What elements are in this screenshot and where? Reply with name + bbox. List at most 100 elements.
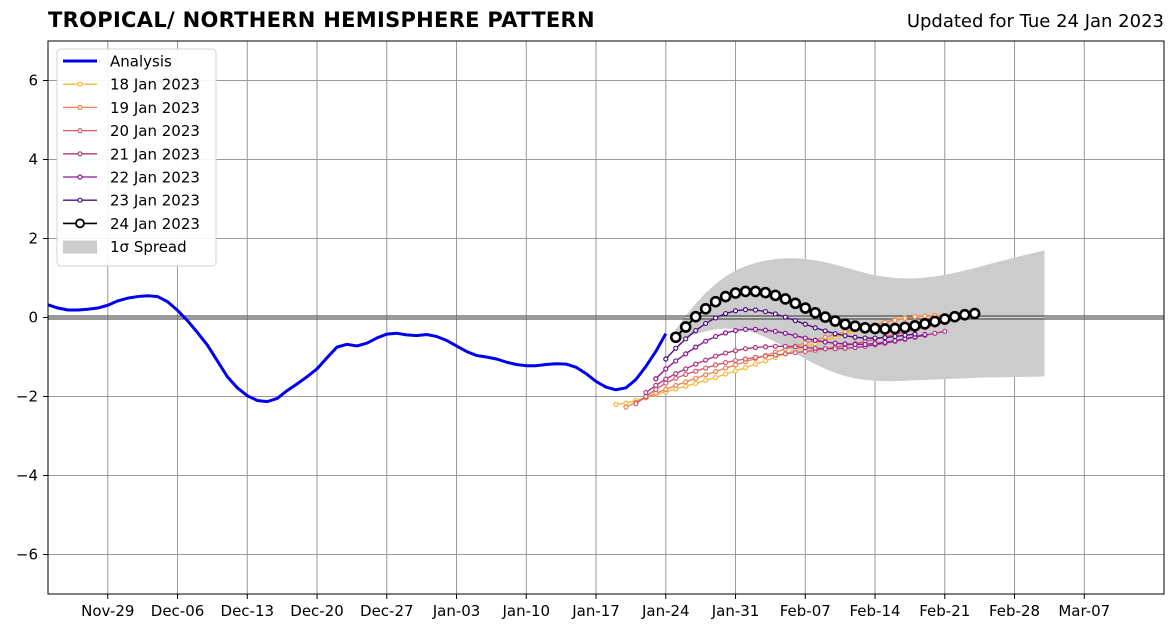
- forecast-point: [762, 353, 769, 359]
- forecast-point: [713, 369, 719, 375]
- forecast-point: [782, 314, 788, 320]
- forecast-point: [683, 366, 689, 372]
- forecast-point: [683, 351, 689, 357]
- forecast-point: [673, 370, 679, 377]
- forecast-point: [663, 376, 669, 382]
- legend-entry: 22 Jan 2023: [63, 169, 200, 187]
- forecast-point: [742, 307, 749, 313]
- forecast-point: [623, 404, 629, 410]
- y-tick-label: −4: [16, 467, 38, 485]
- forecast-point: [912, 331, 918, 337]
- forecast-point: [752, 344, 759, 351]
- forecast-point: [742, 365, 749, 371]
- forecast-point: [819, 311, 832, 323]
- forecast-line: [655, 328, 926, 380]
- forecast-point: [832, 340, 838, 346]
- x-tick-label: Jan-03: [432, 602, 481, 620]
- forecast-point: [772, 311, 778, 317]
- forecast-point: [772, 352, 778, 358]
- forecast-series: [663, 307, 918, 362]
- legend-label: 18 Jan 2023: [110, 76, 200, 94]
- forecast-point: [663, 386, 669, 392]
- forecast-point: [948, 310, 961, 323]
- forecast-point: [889, 322, 901, 335]
- forecast-point: [673, 358, 679, 364]
- forecast-point: [703, 338, 709, 344]
- forecast-point: [722, 365, 729, 371]
- forecast-point: [812, 345, 818, 351]
- forecast-point: [693, 380, 699, 387]
- forecast-point: [683, 379, 689, 385]
- forecast-point: [742, 346, 749, 352]
- forecast-point: [779, 293, 792, 305]
- forecast-point: [703, 377, 709, 383]
- forecast-point: [722, 310, 729, 317]
- x-tick-label: Nov-29: [81, 602, 134, 620]
- forecast-point: [693, 368, 699, 374]
- forecast-point: [822, 346, 828, 352]
- legend-marker: [77, 104, 83, 111]
- legend-label: 1σ Spread: [110, 238, 187, 256]
- forecast-point: [719, 290, 732, 303]
- legend-label: 23 Jan 2023: [110, 192, 200, 210]
- x-tick-label: Dec-27: [360, 602, 414, 620]
- forecast-point: [822, 334, 828, 340]
- forecast-point: [643, 389, 649, 396]
- forecast-point: [709, 295, 722, 308]
- forecast-point: [932, 330, 938, 336]
- series: [47, 285, 981, 410]
- forecast-point: [762, 358, 769, 364]
- forecast-point: [772, 328, 778, 334]
- forecast-point: [693, 327, 699, 334]
- forecast-point: [802, 344, 808, 351]
- legend-swatch: [63, 240, 97, 254]
- x-tick-label: Jan-17: [571, 602, 620, 620]
- x-tick-label: Feb-21: [919, 602, 970, 620]
- forecast-point: [782, 330, 788, 336]
- forecast-point: [862, 335, 868, 341]
- forecast-point: [722, 359, 729, 366]
- legend-label: 19 Jan 2023: [110, 99, 200, 117]
- forecast-point: [713, 315, 719, 321]
- forecast-point: [699, 303, 712, 315]
- forecast-point: [782, 351, 788, 357]
- forecast-point: [879, 323, 891, 335]
- forecast-point: [919, 318, 931, 330]
- forecast-point: [732, 362, 739, 368]
- forecast-point: [732, 327, 739, 334]
- forecast-point: [849, 320, 861, 332]
- forecast-point: [633, 401, 639, 407]
- forecast-point: [762, 327, 769, 333]
- forecast-point: [752, 354, 759, 360]
- forecast-point: [842, 345, 848, 351]
- legend-entry: 21 Jan 2023: [63, 145, 200, 163]
- forecast-point: [792, 350, 798, 356]
- forecast-point: [829, 315, 841, 327]
- legend-label: 21 Jan 2023: [110, 145, 200, 163]
- legend-entry: 18 Jan 2023: [63, 76, 200, 94]
- legend-entry: 24 Jan 2023: [63, 215, 200, 233]
- forecast-point: [752, 326, 759, 332]
- forecast-point: [812, 325, 818, 331]
- forecast-point: [809, 306, 822, 319]
- forecast-point: [822, 328, 828, 334]
- legend-marker: [75, 218, 85, 229]
- forecast-point: [782, 343, 788, 349]
- forecast-point: [673, 345, 679, 351]
- forecast-point: [902, 315, 908, 321]
- x-tick-label: Dec-13: [221, 602, 275, 620]
- forecast-point: [693, 361, 699, 367]
- forecast-point: [693, 375, 699, 381]
- forecast-point: [958, 308, 971, 321]
- forecast-point: [938, 313, 951, 325]
- forecast-point: [929, 315, 941, 328]
- forecast-point: [832, 346, 838, 352]
- forecast-point: [732, 368, 739, 374]
- forecast-point: [802, 340, 808, 346]
- legend-marker: [77, 151, 83, 157]
- forecast-point: [869, 322, 881, 335]
- forecast-point: [772, 343, 778, 349]
- forecast-point: [742, 326, 749, 332]
- forecast-point: [732, 348, 739, 354]
